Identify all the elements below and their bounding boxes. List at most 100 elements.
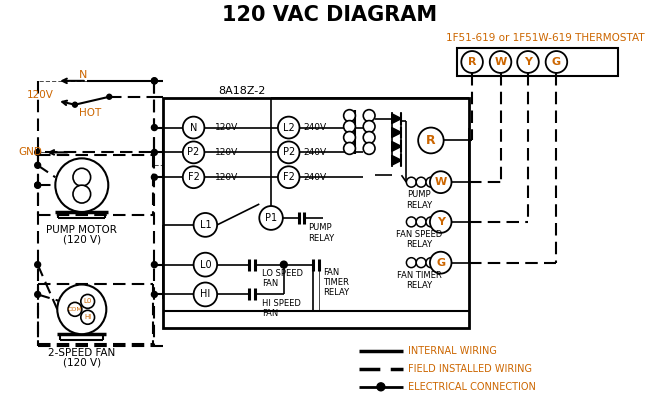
Circle shape: [363, 142, 375, 154]
Text: 120V: 120V: [27, 90, 54, 100]
Circle shape: [363, 132, 375, 143]
Circle shape: [363, 110, 375, 122]
Text: HOT: HOT: [78, 108, 100, 118]
Circle shape: [151, 150, 157, 155]
Text: L0: L0: [200, 260, 211, 270]
Text: HI: HI: [200, 290, 210, 300]
Circle shape: [35, 261, 41, 268]
Text: P2: P2: [283, 147, 295, 158]
Circle shape: [35, 182, 41, 188]
Text: (120 V): (120 V): [63, 235, 101, 245]
Text: G: G: [436, 258, 446, 268]
Circle shape: [344, 132, 355, 143]
Circle shape: [344, 121, 355, 132]
Text: P1: P1: [265, 213, 277, 223]
Text: 8A18Z-2: 8A18Z-2: [218, 86, 265, 96]
Text: L0: L0: [84, 298, 92, 304]
Circle shape: [35, 150, 41, 155]
Text: LO SPEED
FAN: LO SPEED FAN: [262, 269, 304, 288]
Text: 2-SPEED FAN: 2-SPEED FAN: [48, 348, 115, 358]
Circle shape: [462, 51, 483, 73]
Circle shape: [426, 258, 436, 268]
Circle shape: [278, 166, 299, 188]
Text: COM: COM: [68, 307, 82, 312]
Circle shape: [344, 110, 355, 122]
Circle shape: [407, 177, 416, 187]
Circle shape: [73, 168, 90, 186]
Text: 120V: 120V: [215, 123, 239, 132]
Circle shape: [416, 258, 426, 268]
Text: Y: Y: [437, 217, 445, 227]
Circle shape: [259, 206, 283, 230]
Text: GND: GND: [19, 147, 43, 158]
Circle shape: [344, 142, 355, 154]
Circle shape: [183, 116, 204, 138]
Text: 1F51-619 or 1F51W-619 THERMOSTAT: 1F51-619 or 1F51W-619 THERMOSTAT: [446, 33, 645, 43]
Text: W: W: [435, 177, 447, 187]
Text: F2: F2: [188, 172, 200, 182]
Text: L1: L1: [200, 220, 211, 230]
Circle shape: [278, 116, 299, 138]
Bar: [163, 98, 469, 328]
Circle shape: [107, 94, 112, 99]
Polygon shape: [392, 114, 401, 124]
Circle shape: [416, 177, 426, 187]
Text: 120 VAC DIAGRAM: 120 VAC DIAGRAM: [222, 5, 438, 25]
Text: FAN
TIMER
RELAY: FAN TIMER RELAY: [323, 268, 349, 297]
Circle shape: [194, 213, 217, 237]
Circle shape: [418, 127, 444, 153]
Circle shape: [430, 211, 452, 233]
Circle shape: [151, 292, 157, 297]
Text: L2: L2: [283, 122, 295, 132]
Text: 240V: 240V: [304, 123, 326, 132]
Text: Y: Y: [524, 57, 532, 67]
Text: F2: F2: [283, 172, 295, 182]
Circle shape: [151, 124, 157, 131]
Bar: [458, 48, 618, 76]
Circle shape: [430, 252, 452, 274]
Text: PUMP
RELAY: PUMP RELAY: [308, 223, 334, 243]
Circle shape: [35, 162, 41, 168]
Text: W: W: [494, 57, 507, 67]
Text: R: R: [426, 134, 436, 147]
Circle shape: [363, 121, 375, 132]
Circle shape: [194, 282, 217, 306]
Text: P2: P2: [188, 147, 200, 158]
Circle shape: [35, 292, 41, 297]
Text: FAN TIMER
RELAY: FAN TIMER RELAY: [397, 271, 442, 290]
Circle shape: [280, 261, 287, 268]
Text: PUMP MOTOR: PUMP MOTOR: [46, 225, 117, 235]
Circle shape: [151, 78, 157, 84]
Circle shape: [73, 185, 90, 203]
Circle shape: [517, 51, 539, 73]
Text: INTERNAL WIRING: INTERNAL WIRING: [408, 346, 497, 356]
Circle shape: [545, 51, 567, 73]
Circle shape: [151, 78, 157, 84]
Circle shape: [407, 217, 416, 227]
Circle shape: [490, 51, 511, 73]
Circle shape: [416, 217, 426, 227]
Circle shape: [183, 166, 204, 188]
Circle shape: [278, 142, 299, 163]
Text: FAN SPEED
RELAY: FAN SPEED RELAY: [396, 230, 442, 249]
Circle shape: [151, 261, 157, 268]
Text: HI: HI: [84, 314, 91, 320]
Text: R: R: [468, 57, 476, 67]
Circle shape: [68, 303, 82, 316]
Bar: [58, 212, 105, 218]
Text: HI SPEED
FAN: HI SPEED FAN: [262, 299, 301, 318]
Circle shape: [426, 177, 436, 187]
Circle shape: [58, 285, 107, 334]
Text: (120 V): (120 V): [63, 358, 101, 368]
Text: 120V: 120V: [215, 148, 239, 157]
Polygon shape: [392, 142, 401, 151]
Text: G: G: [552, 57, 561, 67]
Text: N: N: [190, 122, 197, 132]
Circle shape: [183, 142, 204, 163]
Circle shape: [407, 258, 416, 268]
Circle shape: [81, 310, 94, 324]
Text: 240V: 240V: [304, 148, 326, 157]
Circle shape: [72, 102, 78, 107]
Text: PUMP
RELAY: PUMP RELAY: [406, 190, 432, 210]
Text: ELECTRICAL CONNECTION: ELECTRICAL CONNECTION: [408, 382, 536, 392]
